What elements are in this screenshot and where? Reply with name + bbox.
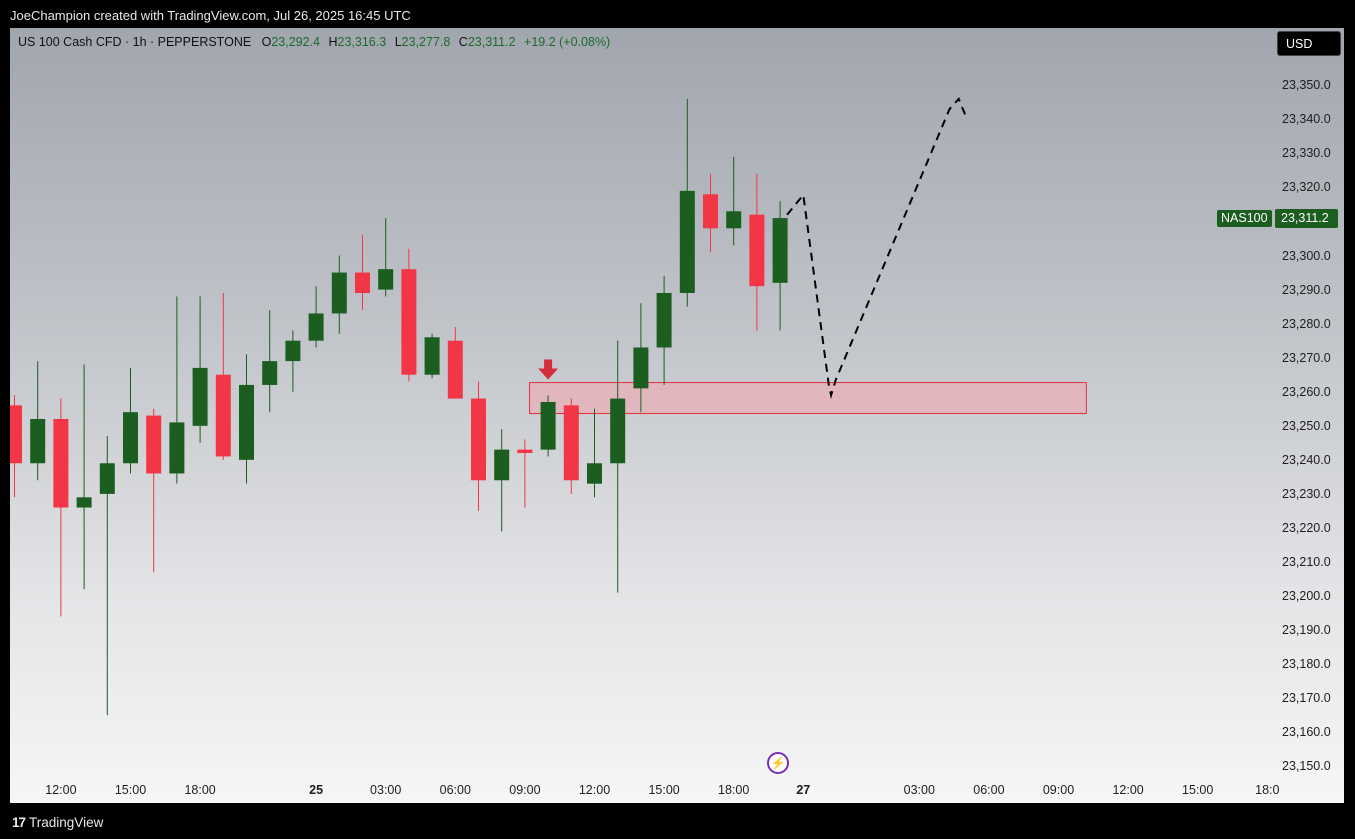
time-tick-label: 06:00 (439, 783, 471, 797)
candle-body-3 (76, 497, 92, 508)
candle-body-32 (749, 214, 765, 287)
price-tick-label: 23,270.0 (1282, 350, 1331, 365)
legend-low: 23,277.8 (401, 35, 451, 49)
candlestick-chart[interactable] (10, 28, 1274, 803)
candle-body-17 (401, 269, 417, 375)
legend-open: 23,292.4 (271, 35, 321, 49)
time-tick-label: 27 (796, 783, 811, 797)
price-tick-label: 23,250.0 (1282, 418, 1331, 433)
legend-high: 23,316.3 (337, 35, 387, 49)
candle-body-24 (563, 405, 579, 481)
bottom-bar: 17 TradingView (0, 803, 1355, 839)
time-tick-label: 15:00 (114, 783, 147, 797)
price-tick-label: 23,150.0 (1282, 759, 1331, 774)
price-tick-label: 23,230.0 (1282, 486, 1331, 501)
legend-close-label: C (458, 35, 468, 49)
time-tick-label: 18:00 (184, 783, 216, 797)
candle-body-2 (53, 418, 69, 508)
price-tick-label: 23,320.0 (1282, 180, 1331, 195)
time-tick-label: 15:00 (648, 783, 680, 797)
chart-frame[interactable]: US 100 Cash CFD · 1h · PEPPERSTONE O23,2… (10, 28, 1344, 803)
time-axis[interactable]: 12:00 15:00 18:00 25 03:00 06:00 09:00 12:00 15:… (10, 773, 1279, 803)
candle-body-1 (30, 418, 46, 464)
price-tick-label: 23,240.0 (1282, 452, 1331, 467)
ohlc-legend: US 100 Cash CFD · 1h · PEPPERSTONE O23,2… (18, 35, 610, 49)
time-tick-label: 12:00 (578, 783, 611, 797)
candle-body-13 (308, 313, 324, 341)
price-tick-label: 23,280.0 (1282, 316, 1331, 331)
price-tick-label: 23,340.0 (1282, 112, 1331, 127)
candle-body-9 (215, 374, 231, 457)
time-tick-label: 15:00 (1182, 783, 1214, 797)
candle-body-26 (610, 398, 626, 464)
price-tick-label: 23,200.0 (1282, 589, 1331, 604)
legend-high-label: H (328, 35, 338, 49)
time-tick-label: 18:00 (718, 783, 750, 797)
candle-body-31 (726, 211, 742, 229)
candle-body-7 (169, 422, 185, 474)
down-arrow-marker (538, 359, 559, 380)
top-bar: JoeChampion created with TradingView.com… (0, 0, 1355, 28)
projection-path (786, 97, 967, 400)
time-tick-label: 09:00 (1042, 783, 1075, 797)
price-tick-label: 23,350.0 (1282, 78, 1331, 93)
legend-low-label: L (394, 35, 402, 49)
time-tick-label: 03:00 (370, 783, 402, 797)
tradingview-logo[interactable]: 17 TradingView (12, 815, 103, 830)
candle-body-11 (262, 361, 278, 385)
candle-body-21 (494, 449, 510, 481)
legend-symbol[interactable]: US 100 Cash CFD · 1h · PEPPERSTONE (18, 35, 252, 49)
brand-text: TradingView (29, 815, 104, 830)
chart-plot-area[interactable]: US 100 Cash CFD · 1h · PEPPERSTONE O23,2… (10, 28, 1274, 803)
candle-body-28 (656, 293, 672, 348)
candle-body-14 (331, 272, 347, 314)
candle-body-16 (378, 269, 394, 290)
price-tick-label: 23,220.0 (1282, 520, 1331, 535)
candle-body-33 (772, 218, 788, 283)
candle-body-4 (99, 463, 115, 494)
tradingview-logo-icon: 17 (12, 815, 26, 830)
price-tick-label: 23,180.0 (1282, 657, 1331, 672)
lightning-icon[interactable]: ⚡ (767, 752, 789, 774)
candle-body-29 (679, 190, 695, 294)
candle-body-22 (517, 449, 533, 454)
candle-body-19 (447, 340, 463, 399)
price-tick-label: 23,170.0 (1282, 691, 1331, 706)
candle-body-23 (540, 401, 556, 450)
candle-body-15 (355, 272, 370, 294)
currency-button[interactable]: USD (1277, 31, 1341, 56)
price-tick-label: 23,330.0 (1282, 146, 1331, 161)
price-tick-label: 23,300.0 (1282, 248, 1331, 263)
price-tick-label: 23,160.0 (1282, 725, 1331, 740)
time-tick-label: 06:00 (973, 783, 1005, 797)
candle-body-10 (239, 384, 254, 460)
time-tick-label: 18:0 (1255, 783, 1280, 797)
time-tick-label: 12:00 (45, 783, 77, 797)
time-tick-label: 25 (309, 783, 324, 797)
price-tick-label: 23,190.0 (1282, 623, 1331, 638)
credit-text: JoeChampion created with TradingView.com… (10, 8, 411, 23)
candle-body-30 (703, 194, 718, 229)
candle-body-12 (285, 340, 301, 362)
candle-body-25 (587, 463, 602, 484)
price-tick-label: 23,290.0 (1282, 282, 1331, 297)
last-price-label: 23,311.2 (1275, 209, 1338, 228)
candle-body-6 (146, 415, 162, 474)
candle-body-27 (633, 347, 649, 389)
price-axis[interactable]: 23,350.023,340.023,330.023,320.023,310.0… (1274, 28, 1344, 803)
time-tick-label: 12:00 (1112, 783, 1144, 797)
price-tick-label: 23,210.0 (1282, 555, 1331, 569)
legend-change: +19.2 (+0.08%) (524, 35, 611, 49)
candle-body-5 (123, 412, 138, 464)
legend-open-label: O (261, 35, 272, 49)
time-tick-label: 09:00 (509, 783, 541, 797)
candle-body-20 (471, 398, 486, 481)
price-tick-label: 23,260.0 (1282, 384, 1331, 399)
candle-body-0 (10, 405, 22, 464)
legend-close: 23,311.2 (467, 35, 516, 49)
candle-body-18 (424, 337, 440, 375)
candle-body-8 (192, 367, 208, 426)
last-price-symbol-label: NAS100 (1217, 210, 1272, 227)
time-tick-label: 03:00 (903, 783, 935, 797)
